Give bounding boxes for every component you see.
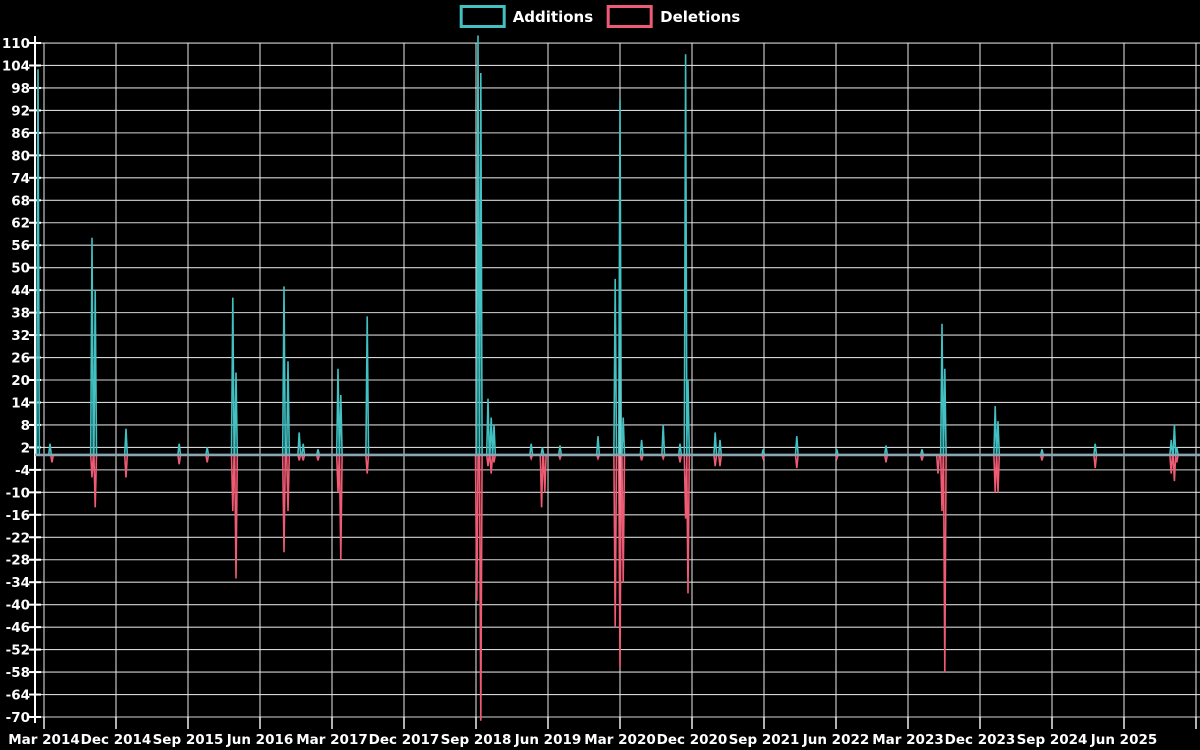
y-tick-label: 98	[11, 81, 30, 97]
y-tick-label: -52	[6, 643, 30, 659]
y-tick-label: -64	[6, 688, 30, 704]
y-tick-label: 86	[11, 126, 30, 142]
y-tick-labels: 110 104 98 92 86 80 74 68 62 56 50 44 38 32 26 20 14 8 2 -4…	[2, 36, 30, 726]
x-tick-label: Mar 2017	[296, 732, 367, 748]
x-tick-label: Dec 2020	[657, 732, 728, 748]
chart-legend: Additions Deletions	[459, 5, 740, 28]
deletions-swatch-icon	[607, 5, 654, 28]
legend-item-deletions[interactable]: Deletions	[607, 5, 740, 28]
y-tick-label: 44	[11, 283, 30, 299]
x-tick-label: Mar 2023	[872, 732, 943, 748]
x-tick-label: Mar 2014	[8, 732, 79, 748]
y-tick-label: 26	[11, 351, 30, 367]
y-tick-label: -58	[6, 665, 30, 681]
x-tick-label: Jun 2016	[226, 732, 294, 748]
legend-label-additions: Additions	[512, 7, 594, 26]
y-tick-label: 92	[11, 103, 30, 119]
x-tick-label: Sep 2021	[729, 732, 800, 748]
x-tick-label: Dec 2017	[369, 732, 440, 748]
y-tick-label: 74	[11, 171, 30, 187]
x-gridlines	[43, 43, 1197, 729]
x-tick-labels: Mar 2014 Dec 2014 Sep 2015 Jun 2016 Mar 2017…	[8, 732, 1157, 748]
y-tick-label: -40	[6, 598, 30, 614]
y-tick-label: 56	[11, 238, 30, 254]
legend-item-additions[interactable]: Additions	[459, 5, 594, 28]
additions-swatch-icon	[459, 5, 506, 28]
x-tick-label: Jun 2022	[802, 732, 870, 748]
legend-label-deletions: Deletions	[660, 7, 741, 26]
y-gridlines	[35, 42, 1200, 718]
y-tick-label: -4	[15, 463, 30, 479]
y-tick-label: -28	[6, 553, 30, 569]
y-tick-label: 2	[21, 440, 30, 456]
y-tick-label: 104	[2, 58, 30, 74]
x-tick-label: Sep 2015	[153, 732, 224, 748]
series-deletions-line	[35, 454, 1200, 721]
x-tick-label: Jun 2025	[1090, 732, 1158, 748]
y-tick-label: 68	[11, 193, 30, 209]
y-tick-label: 32	[11, 328, 30, 344]
x-tick-label: Jun 2019	[514, 732, 582, 748]
x-tick-label: Mar 2020	[584, 732, 655, 748]
y-tick-label: 50	[11, 261, 30, 277]
y-tick-label: 38	[11, 306, 30, 322]
y-tick-label: -10	[6, 485, 30, 501]
y-tick-label: -22	[6, 530, 30, 546]
y-tick-label: 110	[2, 36, 30, 52]
y-tick-label: -46	[6, 620, 30, 636]
y-tick-label: -16	[6, 508, 30, 524]
y-tick-label: 20	[11, 373, 30, 389]
y-tick-label: 14	[11, 395, 30, 411]
y-tick-label: -34	[6, 575, 30, 591]
x-tick-label: Sep 2018	[441, 732, 512, 748]
x-tick-label: Sep 2024	[1017, 732, 1088, 748]
y-tick-label: 62	[11, 216, 30, 232]
y-tick-label: -70	[6, 710, 30, 726]
x-tick-label: Dec 2014	[81, 732, 152, 748]
y-tick-label: 80	[11, 148, 30, 164]
y-tick-label: 8	[21, 418, 30, 434]
x-tick-label: Dec 2023	[945, 732, 1016, 748]
